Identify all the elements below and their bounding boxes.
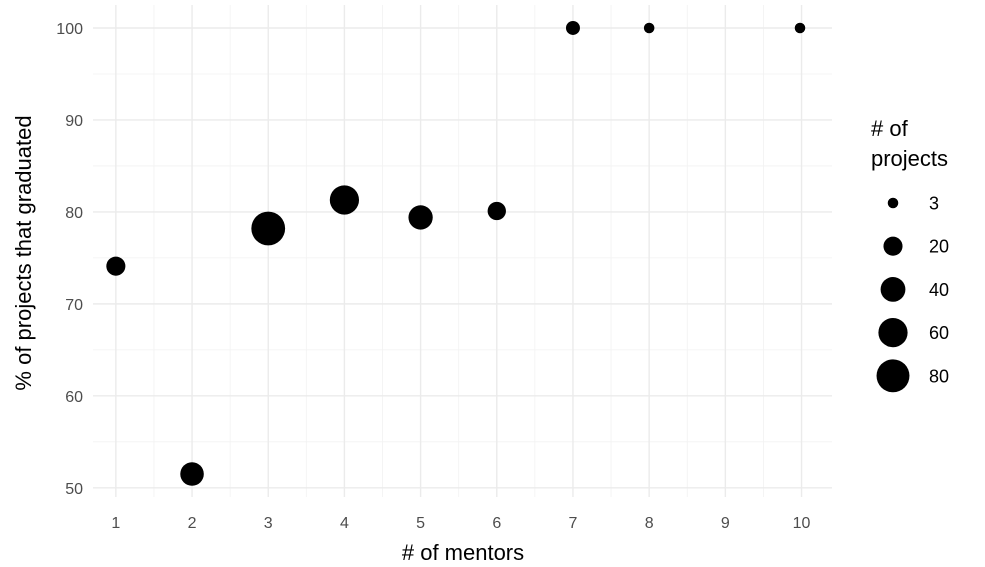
x-tick-label: 6 — [492, 515, 501, 532]
data-point — [329, 185, 360, 215]
x-tick-label: 10 — [793, 515, 811, 532]
legend: # of projects 3 20 40 60 80 — [871, 116, 949, 393]
legend-label: 3 — [929, 194, 939, 214]
legend-items: 3 20 40 60 80 — [876, 194, 949, 393]
y-axis-title: % of projects that graduated — [11, 115, 36, 390]
data-point — [487, 201, 506, 221]
y-tick-label: 70 — [65, 297, 83, 314]
data-point — [794, 22, 806, 34]
legend-label: 80 — [929, 366, 949, 386]
y-tick-label: 50 — [65, 481, 83, 498]
x-tick-label: 4 — [340, 515, 349, 532]
legend-title-line-1: # of — [871, 116, 909, 141]
data-point — [408, 205, 433, 230]
legend-title-line-2: projects — [871, 146, 948, 171]
x-tick-label: 5 — [416, 515, 425, 532]
y-tick-label: 90 — [65, 113, 83, 130]
x-tick-label: 2 — [188, 515, 197, 532]
legend-label: 60 — [929, 323, 949, 343]
data-points — [106, 21, 806, 486]
data-point — [106, 256, 126, 276]
x-tick-labels: 1 2 3 4 5 6 7 8 9 10 — [111, 515, 810, 532]
data-point — [180, 462, 204, 486]
y-tick-label: 60 — [65, 389, 83, 406]
x-tick-label: 8 — [645, 515, 654, 532]
x-tick-label: 1 — [111, 515, 120, 532]
grid — [93, 5, 832, 497]
legend-key — [880, 276, 906, 302]
legend-key — [876, 359, 910, 393]
legend-key — [887, 197, 899, 209]
data-point — [643, 22, 655, 34]
legend-label: 40 — [929, 280, 949, 300]
y-tick-label: 80 — [65, 205, 83, 222]
y-tick-labels: 50 60 70 80 90 100 — [56, 21, 83, 498]
x-tick-label: 9 — [721, 515, 730, 532]
x-axis-title: # of mentors — [402, 540, 524, 565]
legend-label: 20 — [929, 237, 949, 257]
legend-key — [883, 236, 903, 256]
y-tick-label: 100 — [56, 21, 83, 38]
data-point — [251, 211, 286, 246]
x-tick-label: 3 — [264, 515, 273, 532]
data-point — [565, 21, 580, 35]
x-tick-label: 7 — [569, 515, 578, 532]
legend-key — [878, 317, 908, 348]
